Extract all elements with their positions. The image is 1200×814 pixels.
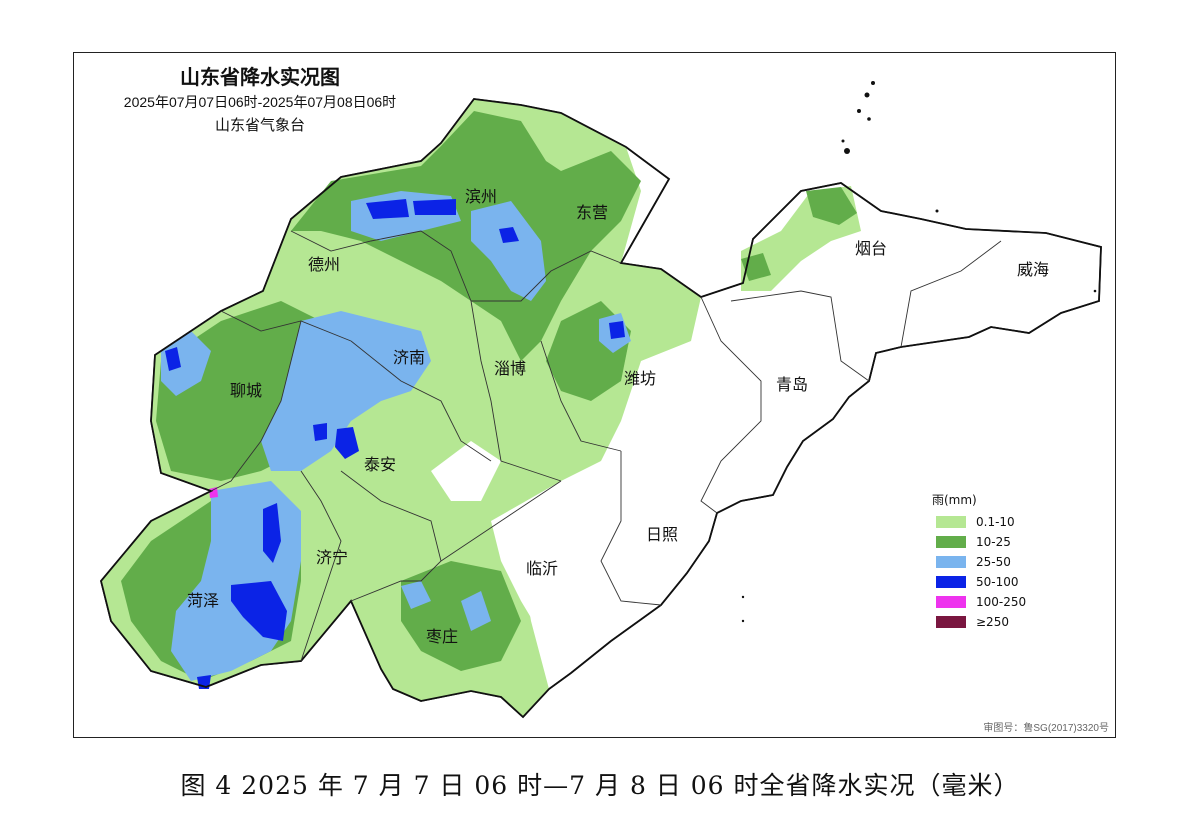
city-label-zaozhuang: 枣庄 xyxy=(426,627,459,646)
legend-swatch xyxy=(936,596,966,608)
city-label-binzhou: 滨州 xyxy=(465,187,498,206)
legend-title: 雨(mm) xyxy=(932,493,977,507)
city-label-liaocheng: 聊城 xyxy=(230,381,263,400)
city-label-yantai: 烟台 xyxy=(855,239,888,258)
figure-caption: 图 4 2025 年 7 月 7 日 06 时—7 月 8 日 06 时全省降水… xyxy=(180,771,1020,800)
rain-zone-mid xyxy=(291,111,641,361)
legend-swatch xyxy=(936,616,966,628)
legend-swatch xyxy=(936,556,966,568)
city-label-weifang: 潍坊 xyxy=(624,369,657,388)
rain-zone-blue-liaocheng xyxy=(161,331,211,396)
rain-zone-blue-jinan xyxy=(261,311,431,471)
rain-zone-mid-zaozhuang xyxy=(401,561,521,671)
legend-item: 0.1-10 xyxy=(936,512,1086,532)
rain-zone-blue-zaozhuang xyxy=(401,581,431,609)
legend-swatch xyxy=(936,576,966,588)
city-label-rizhao: 日照 xyxy=(646,525,679,544)
islands xyxy=(741,81,1097,623)
map-title: 山东省降水实况图 xyxy=(180,65,340,89)
rain-zone-heavy-7 xyxy=(165,347,181,371)
city-label-dongying: 东营 xyxy=(576,203,609,222)
rain-zone-heavy-6 xyxy=(231,581,287,641)
legend-label: 25-50 xyxy=(976,555,1011,569)
dry-zone-linyi xyxy=(491,451,661,651)
rain-zone-heavy-9 xyxy=(313,423,327,441)
legend-label: 10-25 xyxy=(976,535,1011,549)
legend-item: 25-50 xyxy=(936,552,1086,572)
legend-label: 0.1-10 xyxy=(976,515,1015,529)
prefecture-boundaries xyxy=(210,230,1002,662)
city-label-jining: 济宁 xyxy=(316,548,349,567)
rain-zone-blue-binzhou xyxy=(471,201,546,301)
city-label-dezhou: 德州 xyxy=(308,255,341,274)
rain-zone-heavy-8 xyxy=(609,321,625,339)
rain-zone-heavy-3 xyxy=(499,227,519,243)
map-period: 2025年07月07日06时-2025年07月08日06时 xyxy=(123,94,397,110)
legend-item: 50-100 xyxy=(936,572,1086,592)
city-label-heze: 菏泽 xyxy=(187,591,220,610)
map-title-block: 山东省降水实况图 2025年07月07日06时-2025年07月08日06时 山… xyxy=(74,63,446,137)
legend-item: 10-25 xyxy=(936,532,1086,552)
legend-label: 100-250 xyxy=(976,595,1027,609)
review-number: 审图号：鲁SG(2017)3320号 xyxy=(983,723,1109,734)
legend-items: 0.1-10 10-25 25-50 50-100 100-250 ≥250 xyxy=(936,512,1086,632)
rain-zone-blue-zaozhuang2 xyxy=(461,591,491,631)
rainfall-map xyxy=(100,81,1102,719)
city-label-linyi: 临沂 xyxy=(526,559,559,578)
city-label-jinan: 济南 xyxy=(393,348,426,367)
city-label-zibo: 淄博 xyxy=(494,359,527,378)
rain-zone-heavy-4 xyxy=(335,427,359,459)
city-label-taian: 泰安 xyxy=(364,455,397,474)
city-label-qingdao: 青岛 xyxy=(776,375,809,394)
legend-label: ≥250 xyxy=(976,615,1009,629)
rain-zone-heavy-1 xyxy=(366,199,409,219)
city-label-weihai: 威海 xyxy=(1017,260,1050,279)
legend-item: 100-250 xyxy=(936,592,1086,612)
legend-label: 50-100 xyxy=(976,575,1019,589)
map-frame: 山东省降水实况图 2025年07月07日06时-2025年07月08日06时 山… xyxy=(73,52,1116,738)
rain-zone-heavy-5 xyxy=(263,503,281,563)
legend: 雨(mm) 0.1-10 10-25 25-50 50-100 100-250 ≥250 xyxy=(932,491,1086,632)
rain-zone-mid-yantai xyxy=(806,187,857,225)
map-source: 山东省气象台 xyxy=(214,116,305,134)
legend-swatch xyxy=(936,516,966,528)
rain-zone-heavy-2 xyxy=(413,199,456,215)
legend-item: ≥250 xyxy=(936,612,1086,632)
legend-swatch xyxy=(936,536,966,548)
rain-zone-severe xyxy=(209,487,218,498)
